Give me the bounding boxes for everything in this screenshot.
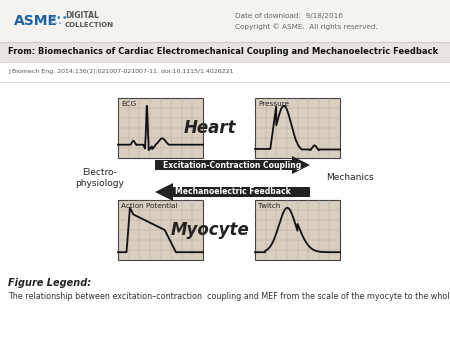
Text: Figure Legend:: Figure Legend: bbox=[8, 278, 91, 288]
Text: Mechanics: Mechanics bbox=[326, 173, 374, 183]
Text: ASME: ASME bbox=[14, 14, 58, 28]
Text: ECG: ECG bbox=[121, 101, 136, 107]
Polygon shape bbox=[155, 156, 310, 174]
Bar bbox=[255, 200, 340, 260]
Text: J Biomech Eng. 2014;136(2):021007-021007-11. doi:10.1115/1.4026221: J Biomech Eng. 2014;136(2):021007-021007… bbox=[8, 70, 234, 74]
Text: Date of download:  9/18/2016: Date of download: 9/18/2016 bbox=[235, 13, 343, 19]
Text: DIGITAL: DIGITAL bbox=[65, 11, 99, 21]
Text: Myocyte: Myocyte bbox=[171, 221, 249, 239]
Bar bbox=[0, 0, 450, 42]
Bar bbox=[118, 98, 203, 158]
Text: Mechanoelectric Feedback: Mechanoelectric Feedback bbox=[175, 188, 290, 196]
Text: Pressure: Pressure bbox=[258, 101, 289, 107]
Bar bbox=[255, 98, 340, 158]
Polygon shape bbox=[155, 183, 310, 201]
Text: Twitch: Twitch bbox=[258, 203, 280, 209]
Text: Action Potential: Action Potential bbox=[121, 203, 177, 209]
Text: Electro-
physiology: Electro- physiology bbox=[76, 168, 125, 188]
Bar bbox=[0, 42, 450, 62]
Text: From: Biomechanics of Cardiac Electromechanical Coupling and Mechanoelectric Fee: From: Biomechanics of Cardiac Electromec… bbox=[8, 48, 438, 56]
Text: •••: ••• bbox=[50, 13, 68, 23]
Text: Heart: Heart bbox=[184, 119, 236, 137]
Text: COLLECTION: COLLECTION bbox=[65, 22, 114, 28]
Bar bbox=[118, 200, 203, 260]
Text: The relationship between excitation–contraction  coupling and MEF from the scale: The relationship between excitation–cont… bbox=[8, 292, 450, 301]
Text: •••: ••• bbox=[50, 21, 62, 27]
Text: Copyright © ASME.  All rights reserved.: Copyright © ASME. All rights reserved. bbox=[235, 23, 378, 30]
Text: Excitation-Contraction Coupling: Excitation-Contraction Coupling bbox=[163, 161, 302, 169]
